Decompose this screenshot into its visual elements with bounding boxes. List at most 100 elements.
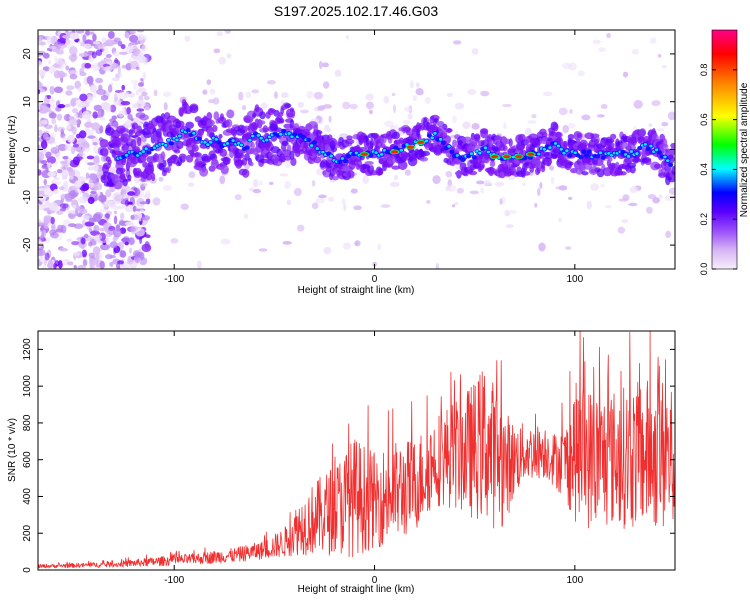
spectrogram-noise-blob [484, 179, 491, 186]
spectrogram-noise-blob [504, 209, 511, 217]
spectrogram-ridge-core [556, 144, 561, 148]
spectrogram-band-blob [220, 165, 229, 175]
spectrogram-y-tick-label: 0 [22, 146, 33, 152]
spectrogram-noise-blob [315, 197, 326, 204]
spectrogram-noise-blob [113, 215, 118, 225]
spectrogram-noise-blob [38, 53, 41, 57]
spectrogram-band-blob [289, 107, 295, 113]
spectrogram-noise-blob [62, 136, 67, 142]
spectrogram-noise-blob [124, 32, 130, 39]
colorbar-frame [711, 29, 738, 270]
spectrogram-noise-blob [138, 82, 144, 87]
spectrogram-noise-blob [136, 30, 145, 33]
spectrogram-noise-blob [317, 105, 326, 111]
spectrogram-noise-blob [128, 34, 139, 43]
spectrogram-band-blob [176, 140, 184, 150]
spectrogram-noise-blob [73, 251, 80, 257]
spectrogram-noise-blob [56, 30, 67, 33]
spectrogram-noise-blob [142, 57, 148, 65]
spectrogram-noise-blob [586, 200, 592, 210]
spectrogram-band-blob [500, 136, 508, 146]
spectrogram-noise-blob [581, 114, 591, 121]
spectrogram-noise-blob [110, 205, 120, 210]
spectrogram-ridge-blob [216, 140, 222, 145]
spectrogram-ridge-blob [306, 137, 312, 143]
spectrogram-blobs [38, 30, 675, 269]
spectrogram-noise-blob [38, 89, 41, 95]
spectrogram-noise-blob [281, 92, 289, 98]
spectrogram-noise-blob [64, 192, 75, 201]
spectrogram-noise-blob [135, 228, 146, 237]
spectrogram-noise-blob [238, 91, 244, 101]
spectrogram-noise-blob [646, 206, 653, 214]
spectrogram-noise-blob [407, 113, 413, 120]
spectrogram-noise-blob [218, 56, 227, 65]
spectrogram-ridge-blob [645, 146, 651, 152]
snr-y-tick-label: 0 [22, 567, 33, 573]
spectrogram-noise-blob [38, 129, 43, 137]
spectrogram-noise-blob [467, 88, 477, 95]
spectrogram-noise-blob [326, 127, 331, 133]
spectrogram-noise-blob [105, 236, 110, 246]
spectrogram-noise-blob [109, 104, 117, 113]
spectrogram-noise-blob [105, 254, 113, 260]
spectrogram-ridge-blob [146, 150, 152, 155]
spectrogram-noise-blob [66, 238, 73, 242]
spectrogram-noise-blob [131, 103, 139, 109]
spectrogram-band-blob [436, 121, 445, 127]
spectrogram-noise-blob [40, 140, 48, 150]
spectrogram-noise-blob [77, 156, 84, 160]
spectrogram-noise-blob [77, 138, 87, 146]
spectrogram-noise-blob [43, 178, 47, 186]
spectrogram-band-blob [609, 133, 617, 140]
spectrogram-noise-blob [54, 124, 58, 133]
spectrogram-band-blob [488, 140, 494, 148]
spectrogram-ridge-blob [581, 149, 587, 154]
spectrogram-noise-blob [392, 104, 397, 114]
spectrogram-band-blob [281, 140, 289, 146]
spectrogram-noise-blob [152, 197, 161, 206]
spectrogram-noise-blob [562, 124, 569, 134]
spectrogram-noise-blob [95, 49, 103, 56]
spectrogram-band-blob [406, 129, 411, 136]
spectrogram-noise-blob [49, 45, 57, 50]
spectrogram-band-blob [120, 133, 131, 143]
spectrogram-band-blob [555, 131, 562, 138]
spectrogram-noise-blob [56, 113, 63, 121]
spectrogram-band-blob [581, 171, 589, 176]
spectrogram-noise-blob [70, 98, 77, 107]
spectrogram-band-blob [487, 166, 495, 177]
spectrogram-band-blob [364, 160, 374, 166]
spectrogram-noise-blob [258, 248, 268, 252]
spectrogram-noise-blob [651, 100, 661, 107]
spectrogram-band-blob [672, 150, 675, 155]
spectrogram-noise-blob [598, 47, 606, 52]
spectrogram-noise-blob [49, 85, 55, 95]
spectrogram-noise-blob [80, 244, 85, 250]
spectrogram-noise-blob [260, 102, 268, 109]
spectrogram-noise-blob [100, 94, 109, 101]
spectrogram-noise-blob [93, 41, 100, 45]
spectrogram-band-blob [107, 159, 112, 165]
spectrogram-noise-blob [141, 91, 148, 97]
spectrogram-noise-blob [296, 224, 305, 232]
spectrogram-ridge-blob [460, 157, 466, 163]
spectrogram-noise-blob [118, 51, 129, 55]
spectrogram-y-axis-label: Frequency (Hz) [7, 116, 18, 185]
spectrogram-noise-blob [69, 175, 74, 180]
spectrogram-noise-blob [267, 80, 276, 85]
spectrogram-noise-blob [476, 180, 485, 185]
spectrogram-y-tick-label: 10 [22, 96, 33, 108]
spectrogram-noise-blob [647, 194, 657, 200]
spectrogram-band-blob [629, 165, 636, 174]
spectrogram-band-blob [489, 160, 496, 168]
spectrogram-noise-blob [139, 201, 148, 205]
spectrogram-band-blob [212, 124, 218, 132]
spectrogram-noise-blob [62, 34, 72, 39]
spectrogram-noise-blob [135, 66, 140, 70]
spectrogram-noise-blob [53, 176, 60, 181]
spectrogram-noise-blob [65, 65, 70, 71]
spectrogram-ridge-core [447, 144, 451, 148]
spectrogram-noise-blob [328, 196, 335, 202]
